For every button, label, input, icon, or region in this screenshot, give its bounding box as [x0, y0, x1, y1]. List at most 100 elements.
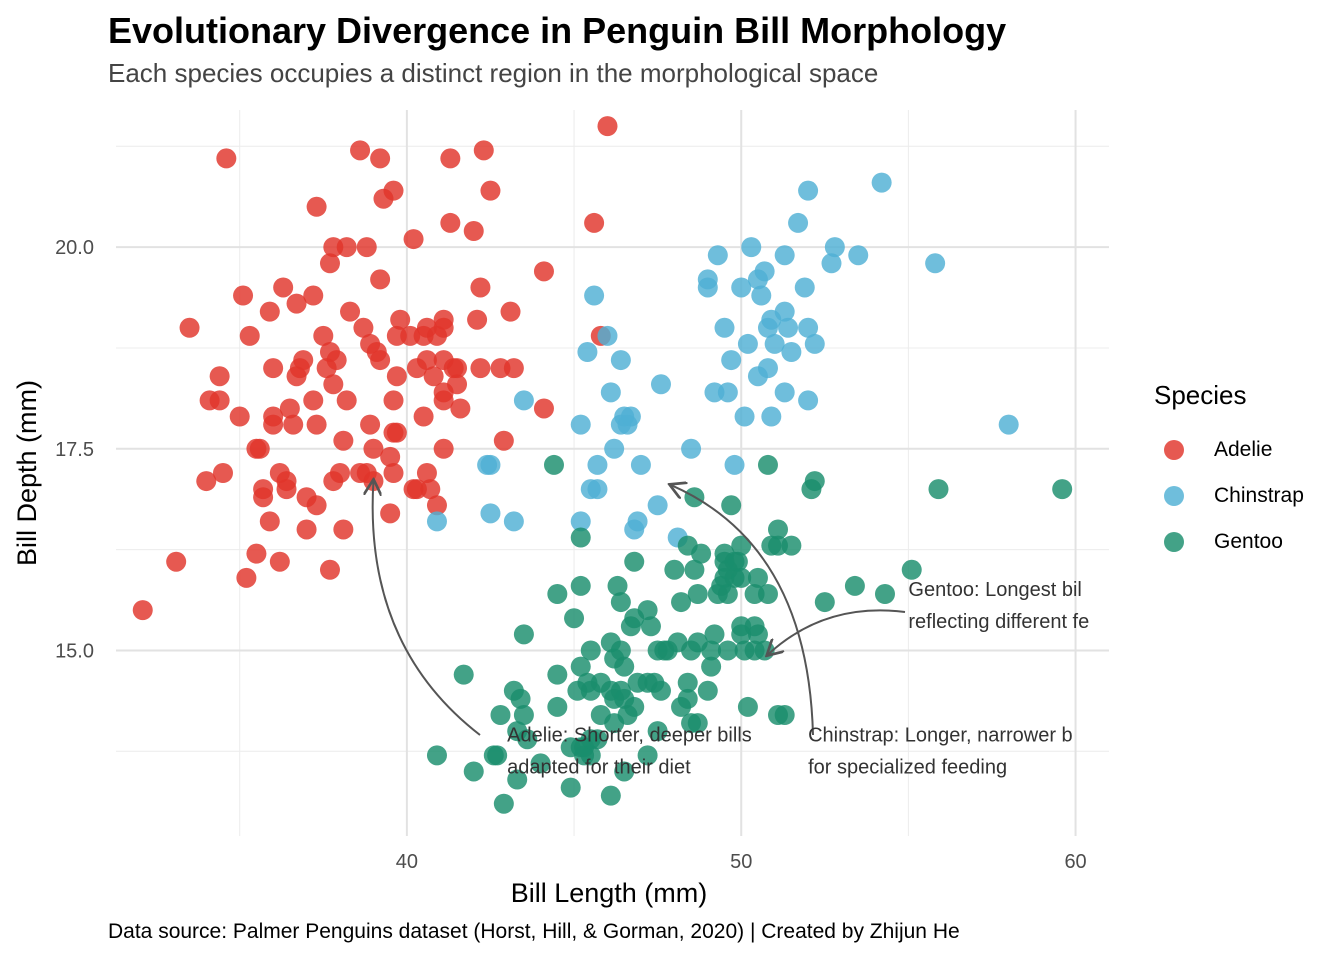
point-adelie [340, 301, 361, 322]
point-gentoo [844, 575, 865, 596]
point-chinstrap [848, 245, 869, 266]
point-gentoo [637, 600, 658, 621]
point-chinstrap [620, 406, 641, 427]
point-chinstrap [764, 333, 785, 354]
point-gentoo [580, 640, 601, 661]
point-chinstrap [781, 342, 802, 362]
legend-label-adelie: Adelie [1214, 438, 1273, 461]
point-chinstrap [480, 503, 501, 524]
point-adelie [447, 358, 468, 379]
point-gentoo [614, 761, 635, 782]
point-chinstrap [925, 253, 946, 274]
legend-item-chinstrap: Chinstrap [1154, 473, 1304, 519]
point-adelie [259, 511, 280, 532]
point-adelie [473, 140, 494, 161]
chart-title: Evolutionary Divergence in Penguin Bill … [108, 10, 1007, 51]
point-adelie [233, 285, 254, 306]
point-gentoo [647, 721, 668, 742]
point-gentoo [510, 688, 531, 709]
point-adelie [279, 398, 300, 419]
point-gentoo [671, 592, 692, 613]
x-tick-label: 50 [730, 851, 752, 873]
point-gentoo [701, 656, 722, 677]
point-chinstrap [824, 237, 845, 258]
point-adelie [313, 325, 334, 346]
point-adelie [263, 358, 284, 379]
point-gentoo [640, 616, 661, 637]
point-gentoo [463, 761, 484, 782]
point-chinstrap [587, 454, 608, 475]
point-chinstrap [724, 454, 745, 475]
point-adelie [386, 366, 407, 387]
point-adelie [333, 430, 354, 451]
point-adelie [336, 390, 357, 411]
point-gentoo [684, 559, 705, 580]
point-gentoo [624, 696, 645, 717]
point-gentoo [757, 584, 778, 604]
point-adelie [440, 212, 461, 233]
point-chinstrap [604, 438, 625, 459]
point-gentoo [607, 575, 628, 596]
point-adelie [353, 317, 374, 338]
point-chinstrap [774, 245, 795, 266]
point-chinstrap [707, 245, 728, 266]
point-adelie [433, 438, 454, 459]
point-gentoo [721, 495, 742, 516]
point-chinstrap [761, 406, 782, 427]
point-gentoo [650, 680, 671, 701]
point-gentoo [774, 705, 795, 725]
point-gentoo [610, 640, 631, 661]
point-gentoo [691, 543, 712, 564]
y-tick-label: 15.0 [55, 640, 94, 662]
point-adelie [383, 463, 404, 483]
data-source-caption: Data source: Palmer Penguins dataset (Ho… [108, 920, 960, 943]
point-adelie [350, 140, 371, 161]
point-adelie [416, 463, 437, 483]
point-adelie [463, 221, 484, 241]
point-chinstrap [627, 511, 648, 532]
point-adelie [447, 374, 468, 395]
point-gentoo [570, 656, 591, 677]
point-gentoo [560, 777, 581, 798]
x-axis-label: Bill Length (mm) [511, 878, 708, 908]
point-chinstrap [480, 454, 501, 475]
point-adelie [470, 277, 491, 298]
annotation-arrow [373, 481, 481, 736]
point-adelie [166, 551, 187, 572]
data-points [132, 116, 1073, 814]
point-gentoo [610, 592, 631, 613]
point-gentoo [513, 624, 534, 645]
point-adelie [380, 446, 401, 467]
point-adelie [209, 390, 230, 411]
point-adelie [380, 503, 401, 524]
point-adelie [503, 358, 524, 379]
point-adelie [293, 350, 314, 371]
point-chinstrap [647, 495, 668, 516]
point-adelie [276, 479, 297, 500]
x-tick-label: 60 [1064, 851, 1086, 873]
point-adelie [263, 406, 284, 427]
legend-key-gentoo [1164, 532, 1184, 552]
point-gentoo [513, 705, 534, 725]
legend-item-adelie: Adelie [1154, 427, 1304, 473]
point-gentoo [731, 567, 752, 588]
legend-item-gentoo: Gentoo [1154, 519, 1304, 565]
point-chinstrap [798, 390, 819, 411]
point-chinstrap [697, 269, 718, 290]
point-adelie [306, 196, 327, 217]
point-chinstrap [584, 285, 605, 306]
point-adelie [584, 212, 605, 233]
point-chinstrap [721, 350, 742, 371]
series-chinstrap [426, 172, 1019, 548]
point-gentoo [768, 519, 788, 540]
point-adelie [236, 567, 257, 588]
point-gentoo [493, 793, 514, 814]
point-adelie [132, 600, 153, 621]
annotation-text: for specialized feeding [808, 756, 1007, 778]
point-chinstrap [597, 325, 618, 346]
point-adelie [239, 325, 260, 346]
point-gentoo [664, 559, 685, 580]
point-adelie [383, 390, 404, 411]
annotation-text: Chinstrap: Longer, narrower b [808, 724, 1073, 746]
point-adelie [179, 317, 200, 338]
